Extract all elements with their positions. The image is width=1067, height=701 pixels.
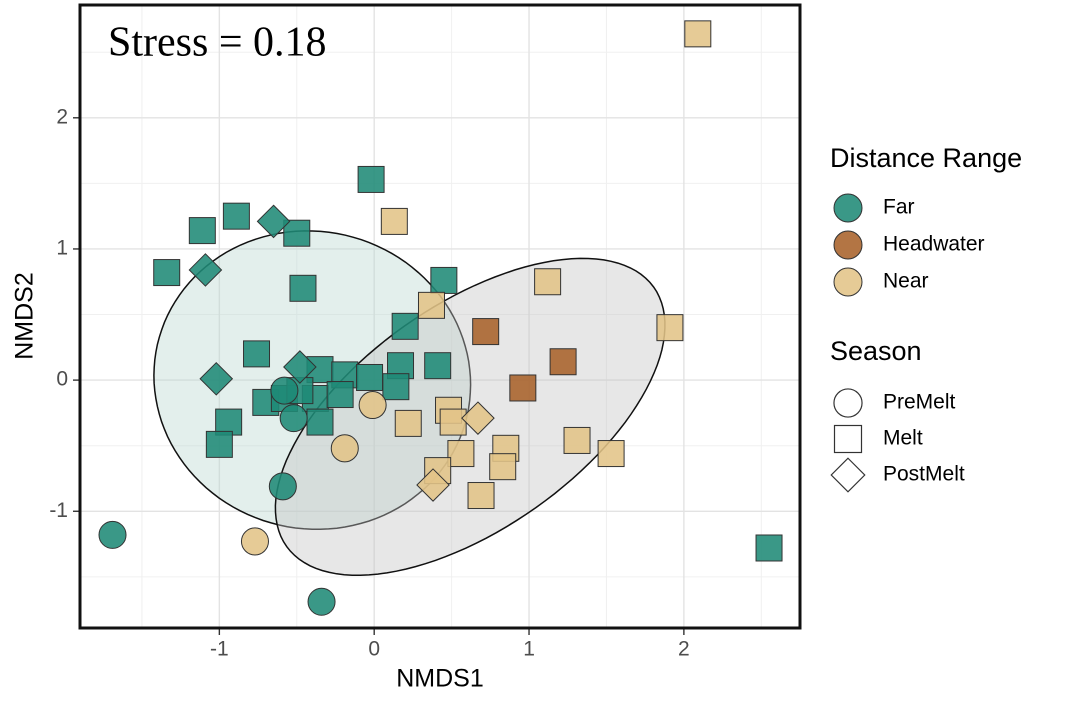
legend-key [833, 267, 863, 297]
point [467, 482, 495, 510]
point [430, 266, 458, 294]
x-tick-label: 1 [523, 638, 535, 661]
legend-title: Season [830, 336, 922, 366]
point [394, 409, 422, 437]
point [391, 312, 419, 340]
point [357, 165, 385, 193]
y-tick-label: 0 [56, 368, 68, 391]
legend-key [833, 388, 863, 418]
point [289, 274, 317, 302]
point [439, 408, 467, 436]
point [597, 440, 625, 468]
y-tick-label: 2 [56, 105, 68, 128]
point [243, 340, 271, 368]
point [424, 352, 452, 380]
point [283, 350, 317, 384]
point [199, 361, 234, 396]
x-tick-label: 0 [368, 638, 380, 661]
point [307, 587, 336, 616]
point [326, 381, 354, 409]
legend-label: Melt [883, 427, 923, 450]
legend-label: Headwater [883, 233, 985, 256]
point [417, 291, 445, 319]
legend-key [830, 457, 866, 493]
point [153, 259, 181, 287]
legend-key [833, 230, 863, 260]
point [306, 408, 334, 436]
point [656, 314, 684, 342]
x-tick-label: -1 [210, 638, 229, 661]
point [356, 363, 384, 391]
point [416, 468, 450, 502]
point [188, 253, 223, 287]
legend-label: PreMelt [883, 391, 956, 414]
plot-border [78, 3, 802, 630]
point [563, 426, 591, 454]
point [755, 534, 783, 562]
point [256, 204, 291, 239]
x-axis-title: NMDS1 [396, 665, 484, 693]
point [684, 20, 712, 48]
point [205, 430, 233, 458]
point [472, 318, 500, 346]
point [268, 472, 297, 501]
point [283, 219, 311, 247]
legend-key [833, 193, 863, 223]
point [534, 268, 562, 296]
legend-title: Distance Range [830, 143, 1022, 173]
legend-key [833, 424, 863, 454]
y-tick-label: -1 [49, 499, 68, 522]
point [447, 440, 475, 468]
point [98, 520, 127, 549]
point [270, 376, 299, 405]
point [509, 374, 537, 402]
legend-label: Far [883, 196, 915, 219]
legend-label: PostMelt [883, 463, 965, 486]
point [549, 348, 577, 376]
point [382, 373, 410, 401]
y-axis-title: NMDS2 [11, 272, 39, 360]
point [380, 207, 408, 235]
point [279, 404, 308, 433]
point [330, 434, 359, 463]
point [188, 217, 216, 245]
point [358, 391, 387, 420]
annotation: Stress = 0.18 [108, 20, 327, 66]
x-tick-label: 2 [678, 638, 690, 661]
point [461, 401, 495, 435]
point [222, 202, 250, 230]
legend-label: Near [883, 270, 929, 293]
point [240, 527, 269, 556]
y-tick-label: 1 [56, 237, 68, 260]
point [489, 453, 517, 481]
